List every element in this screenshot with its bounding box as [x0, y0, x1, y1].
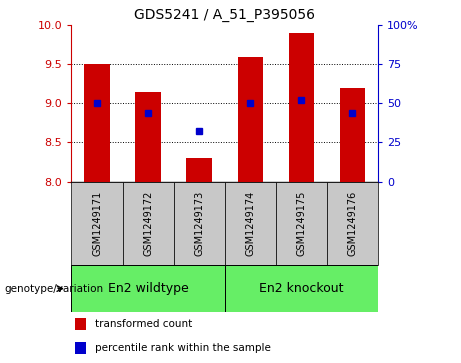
Bar [71, 182, 123, 265]
Bar [225, 265, 378, 312]
Text: GSM1249173: GSM1249173 [194, 191, 204, 256]
Bar [174, 182, 225, 265]
Bar [327, 182, 378, 265]
Bar [276, 182, 327, 265]
Text: GSM1249176: GSM1249176 [348, 191, 357, 256]
Title: GDS5241 / A_51_P395056: GDS5241 / A_51_P395056 [134, 8, 315, 22]
Bar [75, 318, 86, 330]
Bar [225, 182, 276, 265]
Text: GSM1249171: GSM1249171 [92, 191, 102, 256]
Text: En2 knockout: En2 knockout [259, 282, 343, 295]
Bar [186, 158, 212, 182]
Text: GSM1249174: GSM1249174 [245, 191, 255, 256]
Bar [136, 92, 161, 182]
Text: transformed count: transformed count [95, 319, 192, 329]
Text: genotype/variation: genotype/variation [5, 284, 104, 294]
Bar [71, 265, 225, 312]
Bar [75, 342, 86, 354]
Text: percentile rank within the sample: percentile rank within the sample [95, 343, 271, 352]
Bar [237, 57, 263, 182]
Text: En2 wildtype: En2 wildtype [108, 282, 189, 295]
Bar [84, 65, 110, 182]
Bar [123, 182, 174, 265]
Text: GSM1249172: GSM1249172 [143, 191, 153, 256]
Bar [340, 88, 365, 182]
Text: GSM1249175: GSM1249175 [296, 191, 307, 256]
Bar [289, 33, 314, 182]
